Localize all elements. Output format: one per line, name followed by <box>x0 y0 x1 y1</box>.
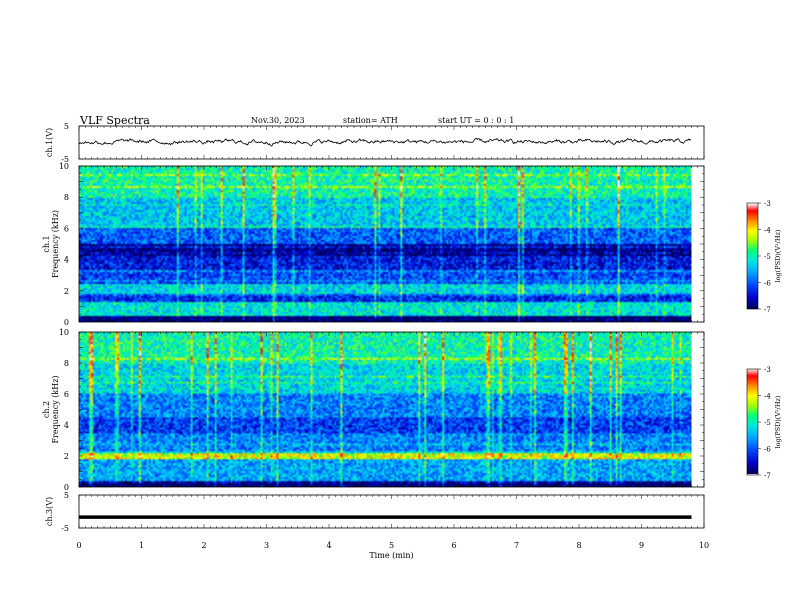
x-tick-label: 3 <box>264 541 269 550</box>
y-tick-label: 6 <box>64 390 69 399</box>
colorbar-label: log(PSD)(V²/Hz) <box>774 395 782 448</box>
y-tick-label: 5 <box>64 122 69 131</box>
y-tick-label: 6 <box>64 224 69 233</box>
x-tick-label: 9 <box>639 541 644 550</box>
start-ut-label: start UT = 0 : 0 : 1 <box>438 116 514 125</box>
ch1-spectrogram-image <box>79 166 692 322</box>
colorbar-tick-label: -6 <box>764 446 771 454</box>
station-label: station= ATH <box>343 116 398 125</box>
ch1-colorbar <box>747 203 758 309</box>
colorbar-label: log(PSD)(V²/Hz) <box>774 229 782 282</box>
colorbar-tick-label: -3 <box>764 200 771 208</box>
colorbar-tick-label: -3 <box>764 366 771 374</box>
x-tick-label: 4 <box>326 541 331 550</box>
y-tick-label: 2 <box>64 287 69 296</box>
y-tick-label: 4 <box>64 421 69 430</box>
ch1-trace <box>79 138 691 146</box>
y-tick-label: 10 <box>59 328 69 337</box>
x-tick-label: 1 <box>139 541 144 550</box>
ch2-spectrogram-image <box>79 332 692 487</box>
x-tick-label: 10 <box>699 541 709 550</box>
colorbar-tick-label: -7 <box>764 306 771 314</box>
y-axis-label: ch.3(V) <box>45 497 54 526</box>
panel-frame-ch1-waveform <box>79 126 704 159</box>
colorbar-tick-label: -7 <box>764 472 771 480</box>
colorbar-tick-label: -4 <box>764 227 771 235</box>
colorbar-tick-label: -4 <box>764 393 771 401</box>
y-tick-label: 8 <box>64 193 69 202</box>
colorbar-tick-label: -6 <box>764 280 771 288</box>
x-tick-label: 7 <box>514 541 519 550</box>
colorbar-tick-label: -5 <box>764 253 771 261</box>
x-tick-label: 5 <box>389 541 394 550</box>
panel-frame-ch3-waveform <box>79 495 704 528</box>
y-tick-label: 2 <box>64 452 69 461</box>
channel-label: ch.2 <box>42 401 51 418</box>
y-tick-label: 8 <box>64 359 69 368</box>
x-axis-label: Time (min) <box>369 551 413 560</box>
x-tick-label: 0 <box>76 541 81 550</box>
y-tick-label: 5 <box>64 491 69 500</box>
y-tick-label: 10 <box>59 162 69 171</box>
channel-label: ch.1 <box>42 235 51 252</box>
ch2-colorbar <box>747 368 758 474</box>
colorbar-tick-label: -5 <box>764 419 771 427</box>
y-tick-label: 0 <box>64 318 69 327</box>
x-tick-label: 8 <box>576 541 581 550</box>
figure-title: VLF Spectra <box>79 114 150 127</box>
x-tick-label: 6 <box>451 541 456 550</box>
y-tick-label: 4 <box>64 256 69 265</box>
y-axis-label: ch.1(V) <box>45 128 54 157</box>
date-label: Nov.30, 2023 <box>251 116 305 125</box>
x-tick-label: 2 <box>201 541 206 550</box>
y-tick-label: -5 <box>61 524 69 533</box>
y-axis-label: Frequency (kHz) <box>51 210 60 278</box>
y-axis-label: Frequency (kHz) <box>51 375 60 443</box>
